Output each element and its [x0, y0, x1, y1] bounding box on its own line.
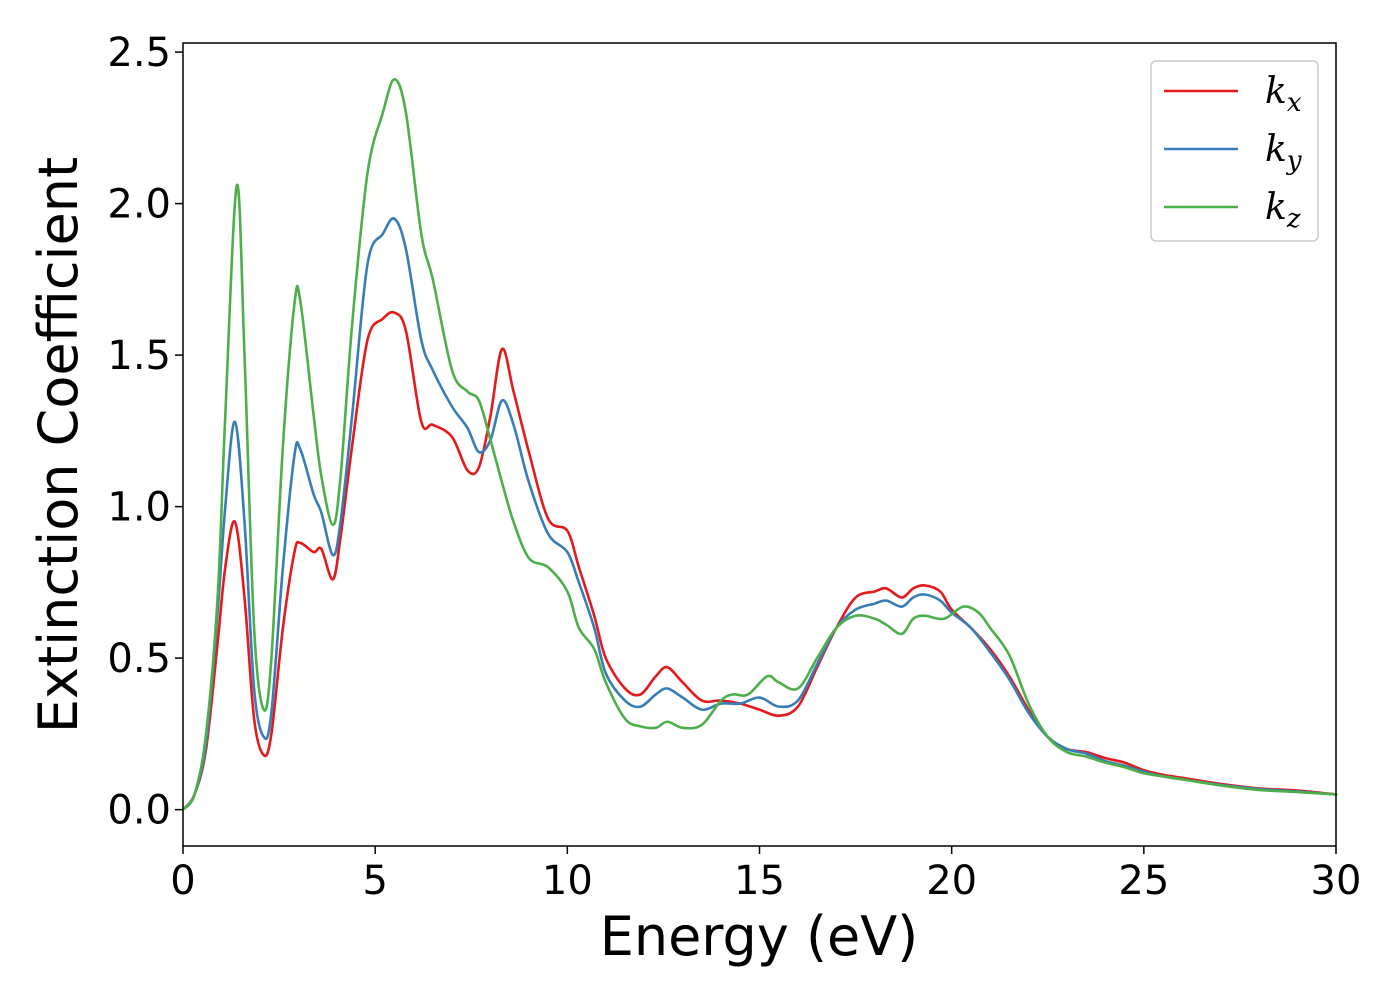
series-line-z — [181, 78, 1338, 811]
y-tick-label: 0.0 — [107, 788, 171, 834]
legend-label-x: kx — [1265, 71, 1302, 118]
y-axis-label: Extinction Coefficient — [27, 157, 90, 733]
series-line-y — [181, 217, 1338, 811]
x-tick-label: 5 — [362, 858, 387, 904]
x-tick-label: 25 — [1118, 858, 1169, 904]
y-tick-label: 1.0 — [107, 485, 171, 531]
x-axis-ticks: 0 5 10 15 20 25 30 — [170, 846, 1361, 904]
legend: kx ky kz — [1150, 60, 1319, 242]
y-tick-label: 2.0 — [107, 182, 171, 228]
y-tick-label: 0.5 — [107, 636, 171, 682]
y-tick-label: 2.5 — [107, 30, 171, 76]
y-axis-ticks: 0.0 0.5 1.0 1.5 2.0 2.5 — [107, 30, 183, 834]
series-layer — [181, 78, 1338, 811]
legend-label-y: ky — [1265, 129, 1302, 176]
y-tick-label: 1.5 — [107, 333, 171, 379]
x-tick-label: 20 — [926, 858, 977, 904]
x-tick-label: 30 — [1311, 858, 1362, 904]
legend-label-z: kz — [1265, 187, 1301, 234]
x-tick-label: 15 — [734, 858, 785, 904]
x-tick-label: 0 — [170, 858, 195, 904]
series-line-x — [181, 310, 1338, 811]
x-tick-label: 10 — [542, 858, 593, 904]
x-axis-label: Energy (eV) — [600, 905, 919, 968]
legend-frame — [1150, 60, 1319, 242]
